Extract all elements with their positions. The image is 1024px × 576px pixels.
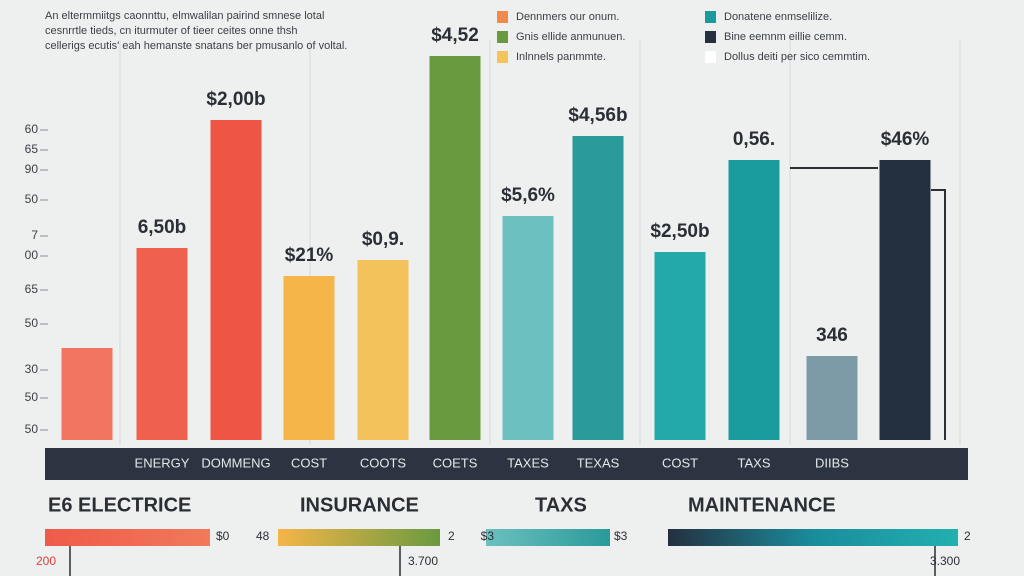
bar: [654, 252, 706, 440]
decor-lines: [119, 40, 961, 445]
y-tick-label: 00: [25, 248, 39, 262]
bar-label: $46%: [881, 129, 930, 150]
legend-swatch: [705, 51, 716, 63]
x-tick-label: TEXAS: [577, 455, 620, 470]
bottom-label: 2: [964, 529, 971, 543]
bar: [879, 160, 931, 440]
legend-label: Donatene enmselilize.: [724, 11, 832, 23]
bar-label: $0,9.: [362, 229, 404, 250]
x-tick-label: ENERGY: [135, 455, 190, 470]
legend-swatch: [497, 11, 508, 23]
legend-swatch: [497, 51, 508, 63]
x-tick-label: COST: [291, 455, 327, 470]
y-tick-label: 65: [25, 142, 39, 156]
gradient-bar: [668, 529, 958, 546]
bar: [572, 136, 624, 440]
gradient-bar: [278, 529, 440, 546]
bottom-label: $0: [216, 529, 230, 543]
bottom-heading: MAINTENANCE: [688, 494, 836, 516]
connector: [931, 189, 946, 440]
bottom-label: $3: [481, 529, 495, 543]
x-tick-label: TAXES: [507, 455, 549, 470]
bottom-heading: INSURANCE: [300, 494, 419, 516]
description: An eltermmiitgs caonnttu, elmwalilan pai…: [45, 10, 324, 22]
bar: [210, 120, 262, 440]
bar-label: 6,50b: [138, 217, 187, 238]
bottom-label: 200: [36, 554, 56, 568]
legend-label: Inlnnels panmmte.: [516, 51, 606, 63]
bar-label: $21%: [285, 245, 334, 266]
bottom-ticks: [69, 546, 936, 576]
bar-label: $4,56b: [568, 105, 627, 126]
gradient-bar: [45, 529, 210, 546]
bar: [502, 216, 554, 440]
y-tick-label: 7: [31, 228, 38, 242]
bar: [136, 248, 188, 440]
legend-swatch: [705, 11, 716, 23]
bar: [357, 260, 409, 440]
bottom-label: 48: [256, 529, 270, 543]
bottom-label: $3: [614, 529, 628, 543]
x-tick-label: TAXS: [738, 455, 771, 470]
y-tick-label: 65: [25, 282, 39, 296]
bar-label: 0,56.: [733, 129, 775, 150]
y-tick-label: 50: [25, 192, 39, 206]
x-tick-label: COOTS: [360, 455, 407, 470]
y-tick-label: 30: [25, 362, 39, 376]
bar: [806, 356, 858, 440]
bar: [429, 56, 481, 440]
y-tick-label: 60: [25, 122, 39, 136]
y-tick-label: 90: [25, 162, 39, 176]
legend-label: Gnis ellide anmunuen.: [516, 31, 625, 43]
y-tick-label: 50: [25, 316, 39, 330]
x-tick-label: DOMMENG: [201, 455, 270, 470]
gradient-bar: [486, 529, 610, 546]
legend-swatch: [497, 31, 508, 43]
x-tick-label: DIIBS: [815, 455, 849, 470]
bar: [61, 348, 113, 440]
x-tick-label: COETS: [433, 455, 478, 470]
bar-label: $4,52: [431, 25, 479, 46]
bar-label: $2,00b: [206, 89, 265, 110]
bottom-heading: E6 ELECTRICE: [48, 494, 191, 516]
bottom-label: 3.700: [408, 554, 438, 568]
legend-label: Dennmers our onum.: [516, 11, 619, 23]
bar: [283, 276, 335, 440]
bar-label: $5,6%: [501, 185, 555, 206]
bar-label: 346: [816, 325, 848, 346]
legend-label: Bine eemnm eillie cemm.: [724, 31, 847, 43]
bar-label: $2,50b: [650, 221, 709, 242]
bottom-heading: TAXS: [535, 494, 587, 516]
legend-swatch: [705, 31, 716, 43]
bar: [728, 160, 780, 440]
bottom-label: 2: [448, 529, 455, 543]
description: cellerigs ecutis' eah hemanste snatans b…: [45, 40, 347, 52]
x-tick-label: COST: [662, 455, 698, 470]
category-band: [45, 448, 968, 480]
description: cesnrrtle tieds, cn iturmuter of tieer c…: [45, 25, 298, 37]
y-tick-label: 50: [25, 390, 39, 404]
bottom-label: 3.300: [930, 554, 960, 568]
y-tick-label: 50: [25, 422, 39, 436]
legend-label: Dollus deiti per sico cemmtim.: [724, 51, 870, 63]
